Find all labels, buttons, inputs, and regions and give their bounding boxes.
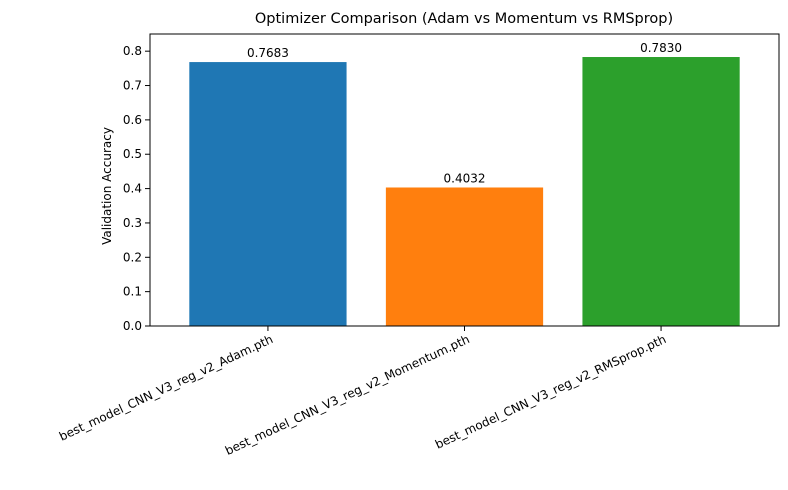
x-axis-ticks: best_model_CNN_V3_reg_v2_Adam.pth best_mo…: [57, 326, 668, 458]
bar: [189, 62, 347, 327]
chart-title: Optimizer Comparison (Adam vs Momentum v…: [255, 11, 673, 27]
bar-value-label: 0.7683: [247, 46, 289, 60]
plot-area-frame: [149, 33, 780, 327]
bar: [582, 57, 740, 326]
y-tick-label: 0.8: [123, 44, 142, 58]
y-tick-label: 0.1: [123, 285, 142, 299]
y-tick-label: 0.3: [123, 216, 142, 230]
y-axis-ticks: 0.0 0.1 0.2 0.3 0.4 0.5 0.6 0.7 0.8: [123, 44, 150, 333]
bar-value-label: 0.7830: [640, 41, 682, 55]
bar-value-label: 0.4032: [444, 171, 486, 185]
y-axis-label: Validation Accuracy: [100, 127, 114, 245]
y-tick-label: 0.2: [123, 250, 142, 264]
x-tick-label: best_model_CNN_V3_reg_v2_Adam.pth: [57, 332, 275, 444]
x-tick-label: best_model_CNN_V3_reg_v2_RMSprop.pth: [433, 332, 668, 452]
bars-group: [189, 57, 740, 327]
bar-value-labels: 0.7683 0.4032 0.7830: [247, 41, 682, 185]
y-tick-label: 0.5: [123, 147, 142, 161]
y-tick-label: 0.6: [123, 113, 142, 127]
y-tick-label: 0.4: [123, 182, 142, 196]
bar: [385, 187, 544, 326]
y-tick-label: 0.0: [123, 319, 142, 333]
y-tick-label: 0.7: [123, 79, 142, 93]
